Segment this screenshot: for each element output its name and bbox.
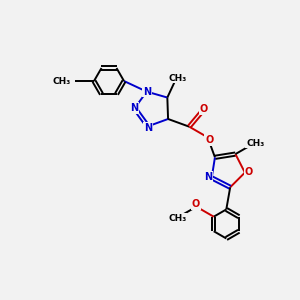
Text: N: N (204, 172, 212, 182)
Text: CH₃: CH₃ (168, 214, 186, 223)
Text: CH₃: CH₃ (169, 74, 187, 83)
Text: O: O (192, 199, 200, 209)
Text: CH₃: CH₃ (246, 139, 264, 148)
Text: O: O (205, 135, 213, 145)
Text: N: N (142, 87, 151, 97)
Text: O: O (244, 167, 253, 177)
Text: N: N (144, 123, 152, 133)
Text: O: O (200, 104, 208, 114)
Text: N: N (130, 103, 138, 113)
Text: CH₃: CH₃ (52, 76, 71, 85)
